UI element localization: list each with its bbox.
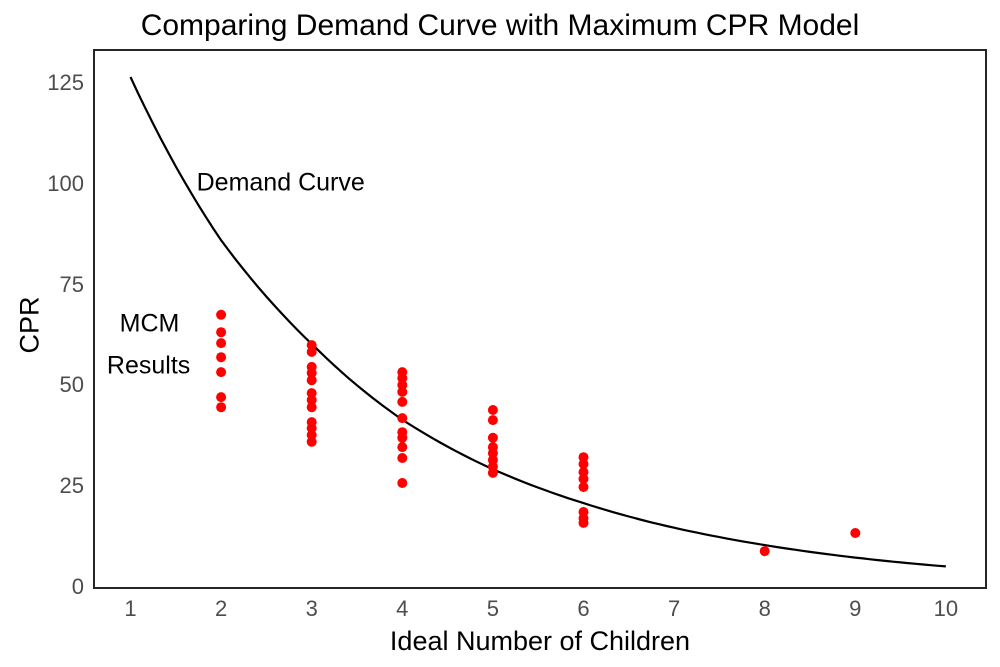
- scatter-point: [759, 546, 770, 557]
- scatter-point: [578, 473, 589, 484]
- scatter-point: [578, 482, 589, 492]
- scatter-point: [397, 478, 408, 488]
- scatter-point: [306, 346, 317, 357]
- scatter-point: [578, 459, 589, 469]
- scatter-point: [850, 528, 861, 538]
- scatter-point: [487, 467, 498, 478]
- y-tick-label: 125: [47, 70, 84, 95]
- scatter-point: [397, 373, 408, 384]
- annotation-demand-curve: Demand Curve: [196, 168, 365, 197]
- y-tick-label: 100: [47, 170, 84, 196]
- x-tick-label: 10: [933, 596, 959, 621]
- scatter-point: [397, 442, 408, 453]
- annotation-mcm-results-line1: MCM: [119, 309, 180, 338]
- chart-title: Comparing Demand Curve with Maximum CPR …: [140, 9, 860, 42]
- scatter-point: [306, 394, 317, 405]
- scatter-point: [216, 392, 227, 403]
- scatter-point: [216, 402, 227, 413]
- x-tick-label: 3: [305, 596, 318, 621]
- scatter-point: [578, 517, 589, 528]
- x-tick-label: 7: [667, 596, 681, 621]
- x-tick-label: 5: [486, 596, 500, 621]
- scatter-point: [397, 413, 408, 424]
- y-tick-label: 50: [59, 372, 84, 398]
- scatter-point: [397, 380, 408, 390]
- x-tick-label: 1: [124, 596, 137, 621]
- scatter-point: [487, 415, 498, 426]
- scatter-point: [216, 367, 227, 378]
- scatter-point: [306, 402, 317, 413]
- scatter-point: [306, 423, 317, 434]
- y-tick-label: 0: [71, 574, 84, 599]
- x-tick-label: 4: [396, 596, 409, 621]
- scatter-point: [306, 367, 317, 378]
- scatter-point: [306, 375, 317, 386]
- scatter-point: [216, 327, 227, 338]
- scatter-point: [487, 432, 498, 443]
- scatter-points-group: [216, 309, 861, 557]
- scatter-point: [216, 338, 227, 349]
- x-tick-label: 6: [577, 596, 590, 621]
- scatter-point: [216, 309, 227, 320]
- scatter-point: [397, 386, 408, 397]
- demand-curve-line: [129, 76, 946, 568]
- y-tick-label: 75: [59, 271, 84, 297]
- scatter-point: [397, 453, 408, 463]
- scatter-point: [216, 352, 227, 363]
- scatter-point: [487, 448, 498, 459]
- scatter-point: [487, 405, 498, 415]
- scatter-point: [397, 396, 408, 407]
- x-tick-label: 8: [758, 596, 771, 621]
- scatter-point: [397, 432, 408, 443]
- x-tick-label: 9: [849, 596, 862, 621]
- x-tick-label: 2: [214, 596, 228, 621]
- x-axis-title: Ideal Number of Children: [389, 626, 691, 656]
- scatter-point: [306, 436, 317, 447]
- plot-panel-border: [93, 49, 987, 589]
- annotation-mcm-results-line2: Results: [106, 351, 191, 380]
- y-tick-label: 25: [59, 473, 84, 499]
